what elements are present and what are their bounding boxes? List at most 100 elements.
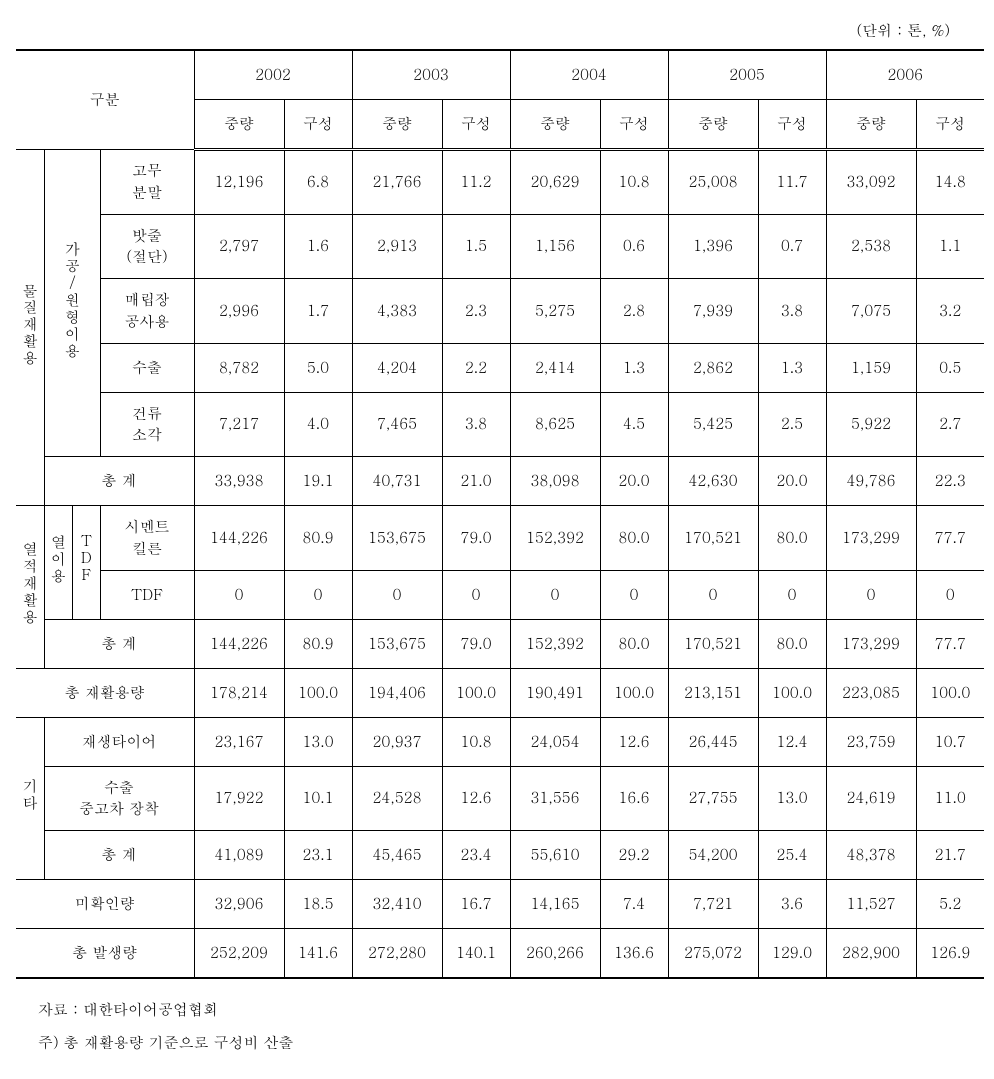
group-title-thermal: 열적재활용 <box>16 506 44 669</box>
cell: 79.0 <box>442 619 510 668</box>
total-gen-row: 총 발생량 252,209141.6 272,280140.1 260,2661… <box>16 929 984 979</box>
cell: 21,766 <box>352 150 442 215</box>
cell: 1.7 <box>284 279 352 344</box>
row-label: 수출 <box>100 343 194 392</box>
cell: 7,465 <box>352 392 442 457</box>
cell: 10.8 <box>600 150 668 215</box>
cell: 7,939 <box>668 279 758 344</box>
cell: 1.3 <box>758 343 826 392</box>
cell: 129.0 <box>758 929 826 979</box>
cell: 1.3 <box>600 343 668 392</box>
subtotal-label: 총 계 <box>44 619 194 668</box>
cell: 260,266 <box>510 929 600 979</box>
header-year: 2003 <box>352 50 510 100</box>
cell: 5,275 <box>510 279 600 344</box>
cell: 6.8 <box>284 150 352 215</box>
cell: 16.7 <box>442 880 510 929</box>
cell: 170,521 <box>668 619 758 668</box>
cell: 42,630 <box>668 457 758 506</box>
cell: 213,151 <box>668 668 758 717</box>
group-sub-tdf: TDF <box>72 506 100 620</box>
group-title-material: 물질재활용 <box>16 150 44 506</box>
cell: 1.1 <box>916 214 984 279</box>
cell: 25,008 <box>668 150 758 215</box>
table-row: 매립장공사용 2,9961.7 4,3832.3 5,2752.8 7,9393… <box>16 279 984 344</box>
cell: 0 <box>916 570 984 619</box>
cell: 0 <box>600 570 668 619</box>
cell: 0 <box>758 570 826 619</box>
cell: 5,425 <box>668 392 758 457</box>
cell: 0.5 <box>916 343 984 392</box>
cell: 8,625 <box>510 392 600 457</box>
header-year: 2002 <box>194 50 352 100</box>
header-weight: 중량 <box>668 100 758 150</box>
cell: 8,782 <box>194 343 284 392</box>
cell: 10.1 <box>284 766 352 831</box>
cell: 10.7 <box>916 717 984 766</box>
header-share: 구성 <box>442 100 510 150</box>
cell: 5.0 <box>284 343 352 392</box>
cell: 0 <box>510 570 600 619</box>
cell: 80.0 <box>600 506 668 571</box>
remark-note: 주) 총 재활용량 기준으로 구성비 산출 <box>38 1026 978 1059</box>
header-weight: 중량 <box>826 100 916 150</box>
total-recycle-label: 총 재활용량 <box>16 668 194 717</box>
cell: 0 <box>442 570 510 619</box>
cell: 100.0 <box>758 668 826 717</box>
cell: 1,159 <box>826 343 916 392</box>
header-year: 2005 <box>668 50 826 100</box>
cell: 0 <box>352 570 442 619</box>
cell: 178,214 <box>194 668 284 717</box>
header-share: 구성 <box>284 100 352 150</box>
cell: 5.2 <box>916 880 984 929</box>
cell: 54,200 <box>668 831 758 880</box>
cell: 0.7 <box>758 214 826 279</box>
cell: 11,527 <box>826 880 916 929</box>
cell: 7,721 <box>668 880 758 929</box>
cell: 12,196 <box>194 150 284 215</box>
row-label: 재생타이어 <box>44 717 194 766</box>
cell: 18.5 <box>284 880 352 929</box>
cell: 136.6 <box>600 929 668 979</box>
cell: 80.0 <box>758 506 826 571</box>
cell: 33,092 <box>826 150 916 215</box>
cell: 100.0 <box>284 668 352 717</box>
cell: 26,445 <box>668 717 758 766</box>
cell: 49,786 <box>826 457 916 506</box>
cell: 2.5 <box>758 392 826 457</box>
cell: 20,629 <box>510 150 600 215</box>
group-title-other: 기타 <box>16 717 44 880</box>
cell: 55,610 <box>510 831 600 880</box>
cell: 10.8 <box>442 717 510 766</box>
subtotal-row: 총 계 33,93819.1 40,73121.0 38,09820.0 42,… <box>16 457 984 506</box>
cell: 100.0 <box>600 668 668 717</box>
cell: 14,165 <box>510 880 600 929</box>
row-label: 밧줄(절단) <box>100 214 194 279</box>
cell: 100.0 <box>916 668 984 717</box>
cell: 0.6 <box>600 214 668 279</box>
cell: 2.2 <box>442 343 510 392</box>
cell: 23.4 <box>442 831 510 880</box>
cell: 48,378 <box>826 831 916 880</box>
data-table: 구분 2002 2003 2004 2005 2006 중량구성 중량구성 중량… <box>16 49 984 979</box>
group-sub-heatuse: 열이용 <box>44 506 72 620</box>
cell: 38,098 <box>510 457 600 506</box>
unit-label: (단위 : 톤, %) <box>16 20 978 41</box>
cell: 21.0 <box>442 457 510 506</box>
cell: 24,054 <box>510 717 600 766</box>
header-share: 구성 <box>758 100 826 150</box>
cell: 153,675 <box>352 619 442 668</box>
cell: 11.7 <box>758 150 826 215</box>
cell: 33,938 <box>194 457 284 506</box>
group-sub-processing: 가공/원형이용 <box>44 150 100 457</box>
cell: 0 <box>194 570 284 619</box>
total-gen-label: 총 발생량 <box>16 929 194 979</box>
row-label: 매립장공사용 <box>100 279 194 344</box>
cell: 12.6 <box>442 766 510 831</box>
cell: 275,072 <box>668 929 758 979</box>
cell: 27,755 <box>668 766 758 831</box>
header-row-years: 구분 2002 2003 2004 2005 2006 <box>16 50 984 100</box>
cell: 13.0 <box>284 717 352 766</box>
cell: 0 <box>826 570 916 619</box>
cell: 79.0 <box>442 506 510 571</box>
